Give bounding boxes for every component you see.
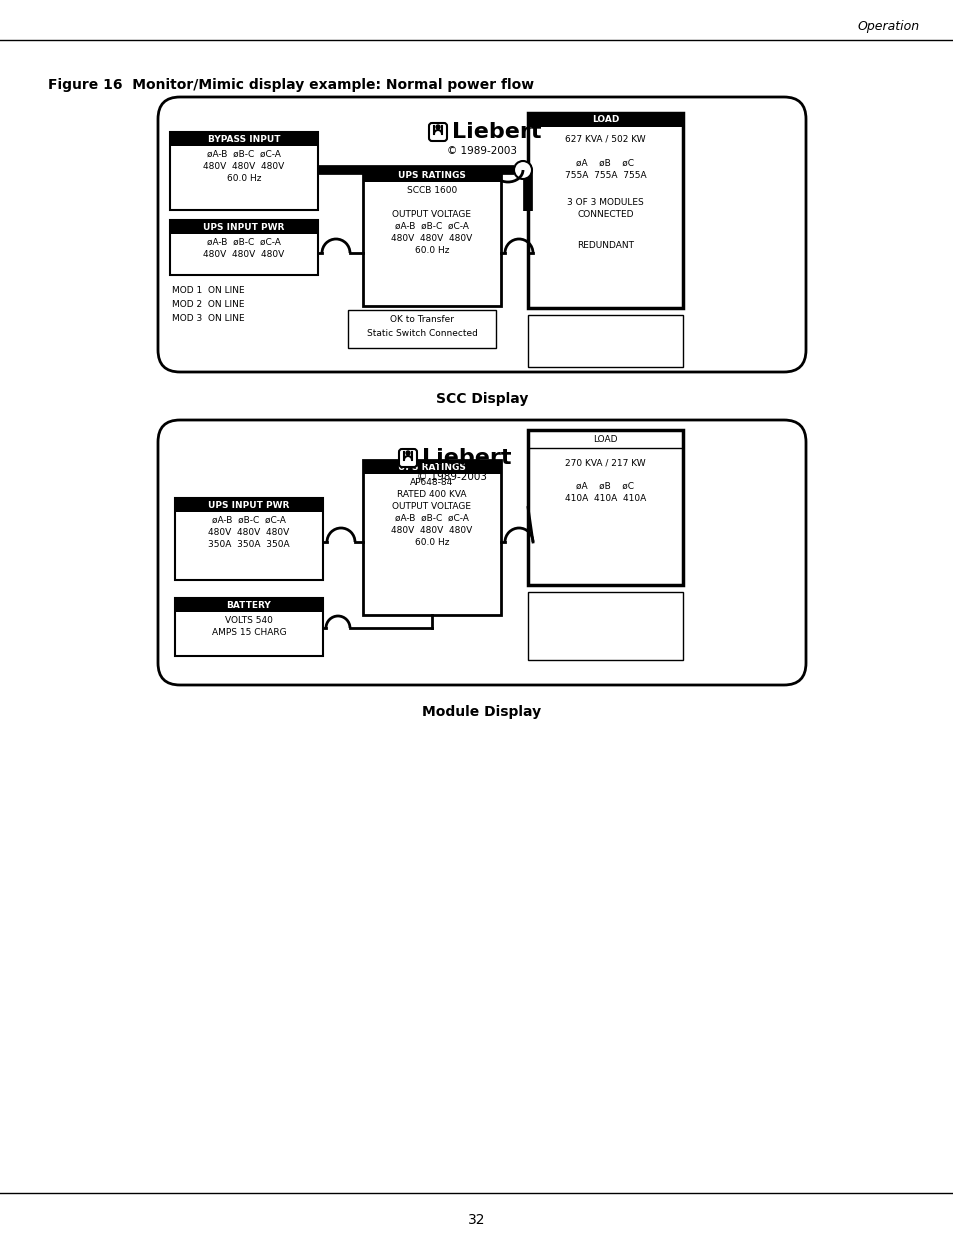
Circle shape [406, 451, 410, 454]
Text: SCCB 1600: SCCB 1600 [406, 186, 456, 195]
Bar [527, 315, 682, 367]
Bar [348, 310, 496, 348]
Text: 480V  480V  480V: 480V 480V 480V [203, 249, 284, 259]
Text: UPS INPUT PWR: UPS INPUT PWR [208, 500, 290, 510]
Text: 3 OF 3 MODULES: 3 OF 3 MODULES [566, 198, 643, 207]
Circle shape [436, 125, 439, 128]
Text: UPS RATINGS: UPS RATINGS [397, 170, 465, 179]
Text: LOAD: LOAD [593, 435, 618, 443]
Bar [527, 430, 682, 585]
Text: 350A  350A  350A: 350A 350A 350A [208, 540, 290, 550]
Text: OUTPUT VOLTAGE: OUTPUT VOLTAGE [392, 501, 471, 511]
Bar [170, 220, 317, 275]
Text: øA    øB    øC: øA øB øC [576, 482, 634, 492]
Text: 60.0 Hz: 60.0 Hz [227, 174, 261, 183]
Text: 627 KVA / 502 KW: 627 KVA / 502 KW [564, 135, 645, 144]
Bar [174, 498, 323, 580]
Text: AMPS 15 CHARG: AMPS 15 CHARG [212, 629, 286, 637]
Text: Module Display: Module Display [422, 705, 541, 719]
Text: 60.0 Hz: 60.0 Hz [415, 246, 449, 254]
Text: SCC Display: SCC Display [436, 391, 528, 406]
FancyBboxPatch shape [158, 98, 805, 372]
Text: 480V  480V  480V: 480V 480V 480V [391, 526, 472, 535]
Text: UPS RATINGS: UPS RATINGS [397, 462, 465, 472]
Text: OK to Transfer
Static Switch Connected: OK to Transfer Static Switch Connected [366, 315, 476, 338]
Bar [527, 112, 682, 308]
Bar [527, 592, 682, 659]
Text: REDUNDANT: REDUNDANT [577, 241, 634, 249]
Text: BYPASS INPUT: BYPASS INPUT [208, 135, 280, 143]
Bar [174, 598, 323, 656]
FancyBboxPatch shape [158, 420, 805, 685]
Bar [527, 112, 682, 127]
Text: 480V  480V  480V: 480V 480V 480V [391, 233, 472, 243]
Circle shape [514, 161, 532, 179]
Text: CONNECTED: CONNECTED [577, 210, 633, 219]
Bar [363, 459, 500, 615]
Text: Operation: Operation [857, 20, 919, 33]
Bar [363, 168, 500, 306]
Text: BATTERY: BATTERY [227, 600, 271, 610]
Text: øA-B  øB-C  øC-A: øA-B øB-C øC-A [395, 222, 469, 231]
Text: MOD 1  ON LINE
MOD 2  ON LINE
MOD 3  ON LINE: MOD 1 ON LINE MOD 2 ON LINE MOD 3 ON LIN… [172, 287, 244, 322]
Bar [170, 132, 317, 210]
Bar [363, 459, 500, 474]
Text: UPS INPUT PWR: UPS INPUT PWR [203, 222, 284, 231]
Text: øA-B  øB-C  øC-A: øA-B øB-C øC-A [207, 238, 280, 247]
Text: VOLTS 540: VOLTS 540 [225, 616, 273, 625]
Text: Figure 16  Monitor/Mimic display example: Normal power flow: Figure 16 Monitor/Mimic display example:… [48, 78, 534, 91]
Text: 60.0 Hz: 60.0 Hz [415, 538, 449, 547]
Text: 270 KVA / 217 KW: 270 KVA / 217 KW [564, 458, 645, 467]
Text: © 1989-2003: © 1989-2003 [416, 472, 486, 482]
Text: RATED 400 KVA: RATED 400 KVA [396, 490, 466, 499]
Text: 410A  410A  410A: 410A 410A 410A [564, 494, 645, 503]
Text: Liebert: Liebert [421, 448, 511, 468]
Bar [174, 498, 323, 513]
Text: 755A  755A  755A: 755A 755A 755A [564, 170, 645, 180]
Text: Liebert: Liebert [452, 122, 541, 142]
Bar [174, 598, 323, 613]
Text: øA-B  øB-C  øC-A: øA-B øB-C øC-A [207, 149, 280, 159]
Text: 32: 32 [468, 1213, 485, 1228]
Text: LOAD: LOAD [591, 116, 618, 125]
Text: OUTPUT VOLTAGE: OUTPUT VOLTAGE [392, 210, 471, 219]
Text: øA-B  øB-C  øC-A: øA-B øB-C øC-A [395, 514, 469, 522]
Text: øA-B  øB-C  øC-A: øA-B øB-C øC-A [212, 516, 286, 525]
FancyBboxPatch shape [398, 450, 416, 467]
Text: AP648-84: AP648-84 [410, 478, 453, 487]
Text: © 1989-2003: © 1989-2003 [447, 146, 517, 156]
Text: 480V  480V  480V: 480V 480V 480V [203, 162, 284, 170]
Text: øA    øB    øC: øA øB øC [576, 159, 634, 168]
Bar [170, 132, 317, 146]
Text: 480V  480V  480V: 480V 480V 480V [208, 529, 290, 537]
Bar [363, 168, 500, 182]
Bar [170, 220, 317, 233]
FancyBboxPatch shape [429, 124, 447, 141]
